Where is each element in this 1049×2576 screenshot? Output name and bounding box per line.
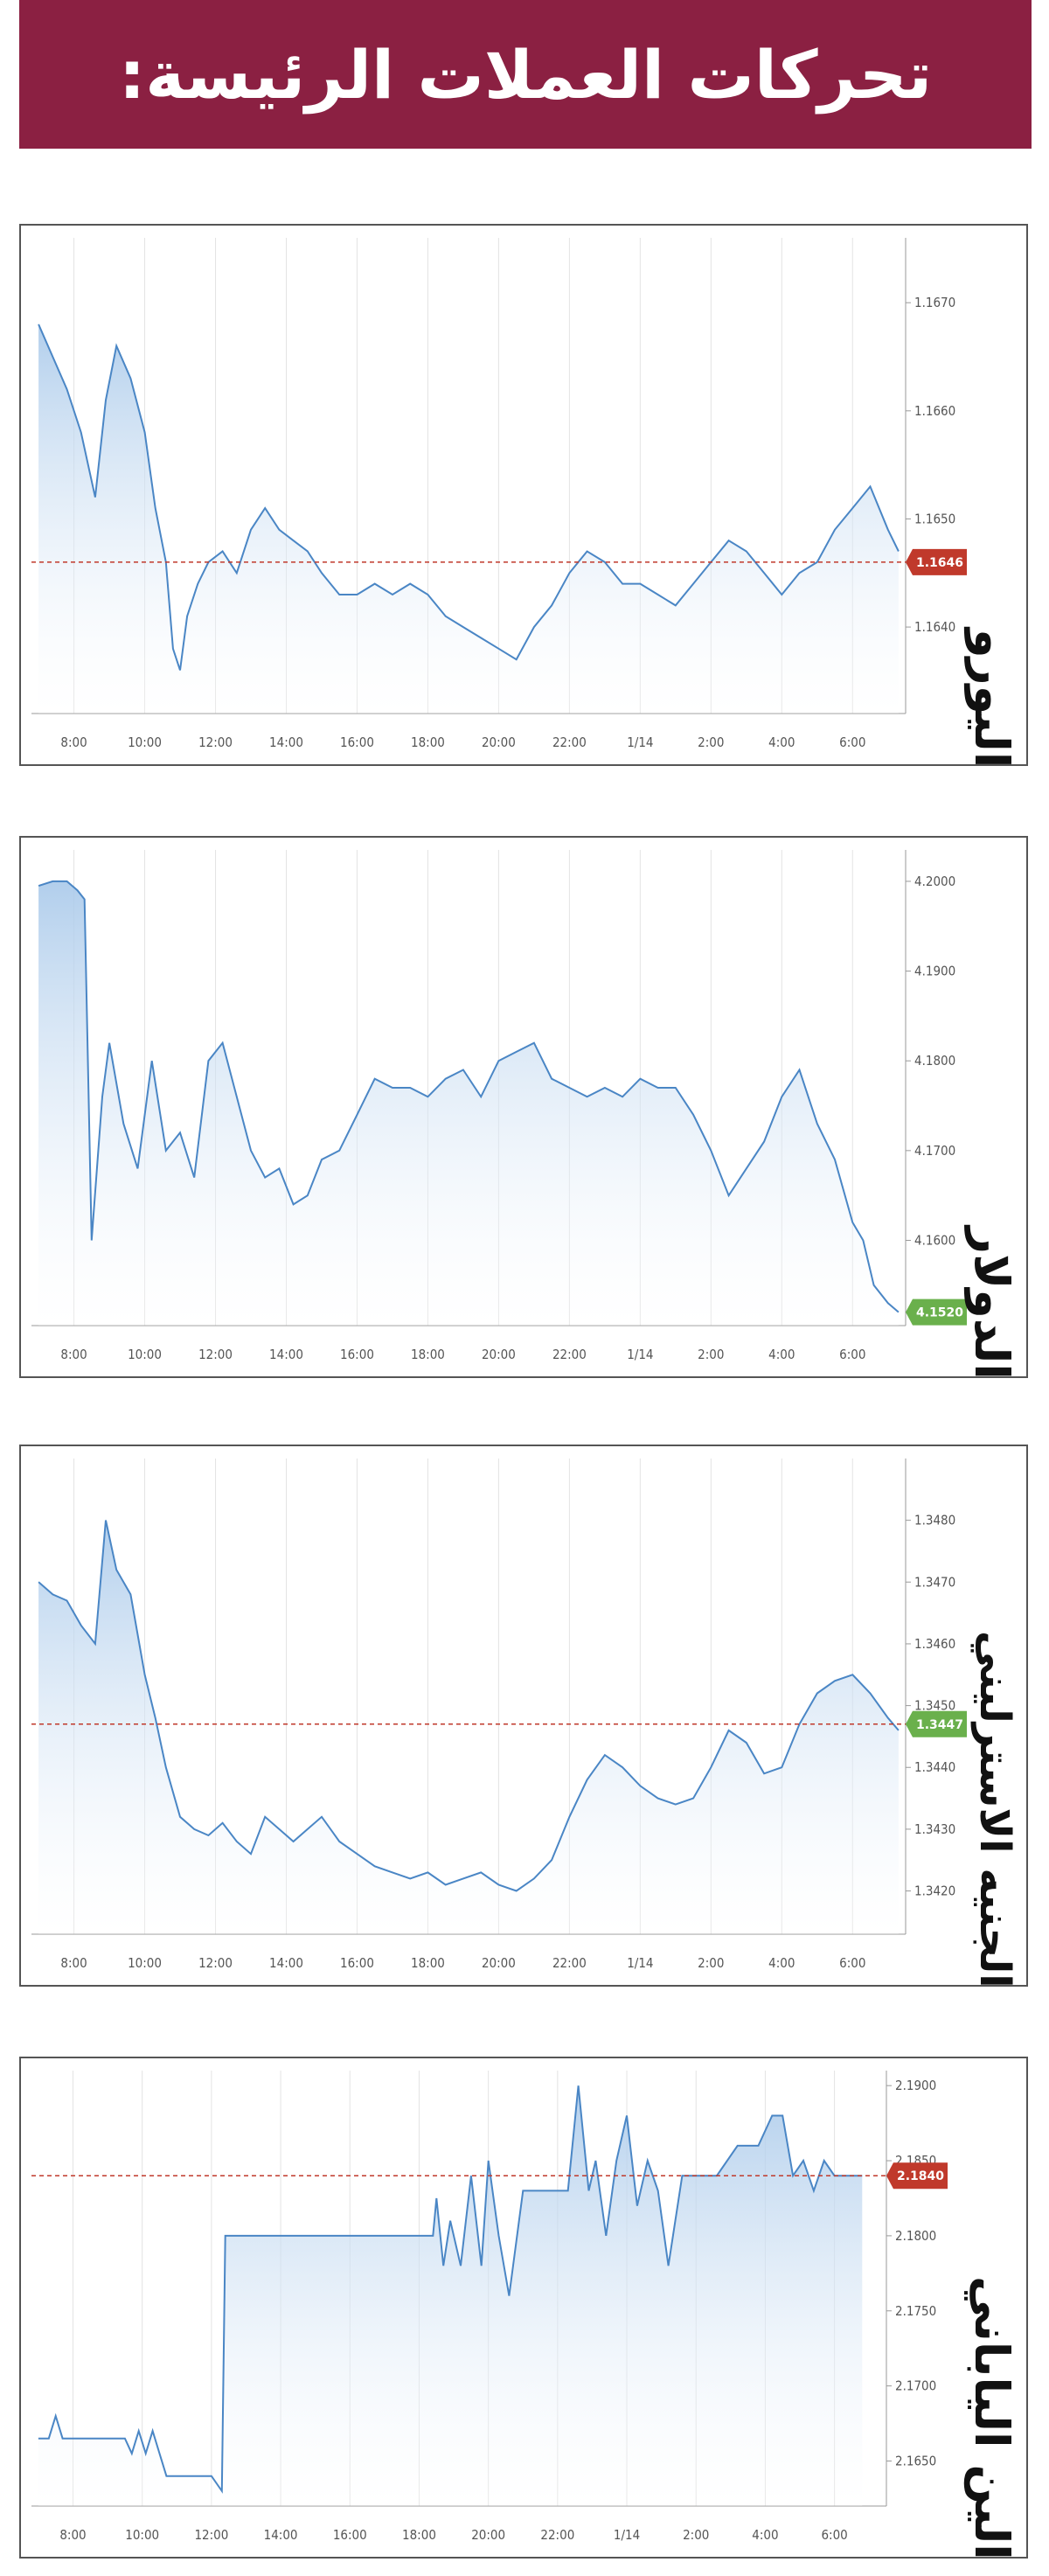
- x-tick-label: 8:00: [60, 1347, 87, 1362]
- y-tick-label: 4.1600: [914, 1232, 955, 1248]
- y-tick-label: 2.1750: [895, 2303, 936, 2319]
- x-tick-label: 4:00: [752, 2527, 778, 2543]
- y-tick-label: 4.1700: [914, 1143, 955, 1159]
- x-tick-label: 16:00: [333, 2527, 367, 2543]
- y-tick-label: 1.3480: [914, 1513, 955, 1528]
- x-tick-label: 6:00: [839, 1955, 865, 1971]
- current-value-label: 1.3447: [916, 1718, 963, 1732]
- y-tick-label: 1.3430: [914, 1821, 955, 1837]
- x-tick-label: 10:00: [128, 735, 162, 750]
- y-tick-label: 4.1800: [914, 1053, 955, 1069]
- current-value-badge: [906, 1298, 967, 1326]
- x-tick-label: 22:00: [552, 735, 587, 750]
- x-tick-label: 12:00: [198, 1347, 233, 1362]
- yen-chart-panel: 8:00 10:00 12:00 14:00 16:00 18:00 20:00 22:00 1…: [19, 2057, 1028, 2560]
- series-line: [38, 324, 900, 671]
- y-tick-label: 1.3450: [914, 1698, 955, 1714]
- x-tick-label: 4:00: [768, 1955, 795, 1971]
- x-tick-label: 8:00: [60, 735, 87, 750]
- series-line: [38, 2085, 863, 2494]
- chart-title: الدولار: [964, 1227, 1019, 1380]
- x-tick-label: 20:00: [482, 1347, 516, 1362]
- x-tick-label: 16:00: [340, 1347, 374, 1362]
- page-title: تحركات العملات الرئيسة:: [118, 35, 933, 114]
- x-tick-label: 14:00: [264, 2527, 298, 2543]
- current-value-badge: [906, 1710, 967, 1737]
- y-tick-label: 4.1900: [914, 964, 955, 979]
- x-tick-label: 12:00: [198, 1955, 233, 1971]
- y-tick-label: 1.3440: [914, 1759, 955, 1775]
- series-area: [38, 324, 899, 714]
- dollar-chart-panel: 8:00 10:00 12:00 14:00 16:00 18:00 20:00 22:00 1…: [19, 836, 1028, 1380]
- x-tick-label: 1/14: [627, 1347, 653, 1362]
- x-tick-label: 20:00: [471, 2527, 505, 2543]
- series-line: [38, 880, 900, 1313]
- y-tick-label: 1.3460: [914, 1636, 955, 1652]
- x-tick-label: 6:00: [839, 1347, 865, 1362]
- x-tick-label: 1/14: [627, 735, 653, 750]
- x-tick-label: 18:00: [411, 1955, 445, 1971]
- x-tick-label: 1/14: [627, 1955, 653, 1971]
- series-area: [38, 2085, 863, 2506]
- x-tick-label: 10:00: [128, 1347, 162, 1362]
- x-tick-label: 22:00: [552, 1347, 587, 1362]
- series-area: [38, 1520, 899, 1934]
- x-tick-label: 6:00: [821, 2527, 847, 2543]
- pound-chart-panel: 8:00 10:00 12:00 14:00 16:00 18:00 20:00 22:00 1…: [19, 1445, 1028, 1988]
- x-tick-label: 1/14: [614, 2527, 640, 2543]
- current-value-label: 4.1520: [916, 1306, 963, 1320]
- chart-title: الجنيه الاسترليني: [970, 1631, 1019, 1988]
- x-tick-label: 8:00: [60, 1955, 87, 1971]
- x-tick-label: 14:00: [269, 1955, 303, 1971]
- chart-svg: 8:00 10:00 12:00 14:00 16:00 18:00 20:00 22:00 1…: [31, 238, 967, 750]
- x-tick-label: 16:00: [340, 1955, 374, 1971]
- x-tick-label: 18:00: [402, 2527, 436, 2543]
- series-line: [38, 1520, 900, 1892]
- x-tick-label: 14:00: [269, 735, 303, 750]
- y-tick-label: 2.1900: [895, 2078, 936, 2093]
- chart-title: اليورو: [964, 628, 1019, 768]
- y-tick-label: 1.1660: [914, 403, 955, 419]
- x-tick-label: 18:00: [411, 735, 445, 750]
- x-tick-label: 4:00: [768, 735, 795, 750]
- current-value-label: 2.1840: [897, 2169, 944, 2183]
- x-tick-label: 2:00: [698, 1955, 724, 1971]
- y-tick-label: 1.1640: [914, 619, 955, 635]
- chart-title: الين الياباني: [964, 2276, 1019, 2560]
- y-tick-label: 1.3420: [914, 1883, 955, 1899]
- x-tick-label: 20:00: [482, 1955, 516, 1971]
- series-area: [38, 881, 899, 1326]
- current-value-label: 1.1646: [916, 556, 963, 570]
- chart-svg: 8:00 10:00 12:00 14:00 16:00 18:00 20:00 22:00 1…: [31, 2071, 948, 2543]
- x-tick-label: 2:00: [698, 735, 724, 750]
- x-tick-label: 12:00: [198, 735, 233, 750]
- y-tick-label: 2.1700: [895, 2378, 936, 2394]
- x-tick-label: 8:00: [59, 2527, 86, 2543]
- x-tick-label: 12:00: [194, 2527, 228, 2543]
- x-tick-label: 16:00: [340, 735, 374, 750]
- y-tick-label: 2.1650: [895, 2453, 936, 2468]
- y-tick-label: 2.1800: [895, 2228, 936, 2244]
- x-tick-label: 2:00: [683, 2527, 709, 2543]
- x-tick-label: 22:00: [540, 2527, 574, 2543]
- chart-svg: 8:00 10:00 12:00 14:00 16:00 18:00 20:00 22:00 1…: [31, 1459, 967, 1971]
- x-tick-label: 10:00: [128, 1955, 162, 1971]
- x-tick-label: 14:00: [269, 1347, 303, 1362]
- x-tick-label: 4:00: [768, 1347, 795, 1362]
- x-tick-label: 2:00: [698, 1347, 724, 1362]
- y-tick-label: 1.1670: [914, 295, 955, 310]
- x-tick-label: 20:00: [482, 735, 516, 750]
- current-value-badge: [886, 2162, 948, 2190]
- y-tick-label: 1.1650: [914, 511, 955, 526]
- x-tick-label: 22:00: [552, 1955, 587, 1971]
- x-tick-label: 18:00: [411, 1347, 445, 1362]
- current-value-badge: [906, 548, 967, 575]
- x-tick-label: 10:00: [125, 2527, 159, 2543]
- title-banner: تحركات العملات الرئيسة:: [19, 0, 1032, 149]
- y-tick-label: 4.2000: [914, 874, 955, 889]
- chart-svg: 8:00 10:00 12:00 14:00 16:00 18:00 20:00 22:00 1…: [31, 850, 967, 1362]
- y-tick-label: 1.3470: [914, 1574, 955, 1590]
- x-tick-label: 6:00: [839, 735, 865, 750]
- euro-chart-panel: 8:00 10:00 12:00 14:00 16:00 18:00 20:00 22:00 1…: [19, 224, 1028, 768]
